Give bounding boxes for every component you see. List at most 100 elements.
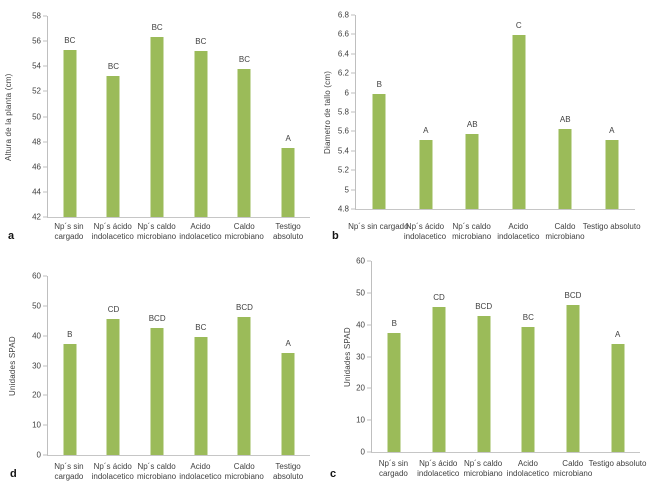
y-axis-title: Altura de la planta (cm) (4, 73, 13, 161)
y-tick-label: 6.4 (337, 49, 349, 59)
x-category-label: Np´s ácido indolacetico (403, 222, 447, 241)
bar (477, 316, 491, 452)
significance-letter: BC (151, 23, 163, 33)
bar (512, 35, 526, 209)
significance-letter: BC (238, 54, 251, 64)
bar (194, 51, 208, 217)
y-tick-mark (43, 454, 47, 456)
y-tick-mark (367, 260, 371, 262)
panel-letter: a (8, 230, 15, 242)
plot-area: 6.8 6.6 6.4 6.2 6 5.8 5.6 5.4 5.2 5 4.8 B A AB C AB A (338, 11, 636, 214)
y-tick-mark (367, 324, 371, 326)
bar (194, 337, 208, 455)
significance-letter: A (285, 133, 291, 143)
bar (465, 134, 479, 209)
x-category-label: Np´s ácido indolacetico (91, 222, 134, 241)
y-tick-mark (351, 189, 355, 191)
y-tick-mark (43, 305, 47, 307)
bar (566, 304, 580, 452)
y-tick-label: 56 (32, 36, 41, 46)
y-tick-label: 6.6 (337, 29, 349, 39)
significance-letter: BCD (475, 302, 493, 312)
significance-letter: CD (107, 304, 120, 314)
chart-panel-d: Unidades SPAD 60 50 40 30 20 10 0 B CD BCD BC BCD A … (0, 247, 325, 494)
significance-letter: BC (195, 323, 207, 333)
significance-letter: AB (466, 120, 478, 130)
y-tick-mark (43, 65, 47, 67)
y-tick-label: 20 (32, 390, 41, 400)
bar-slot: CD (92, 276, 136, 455)
bar-slot: A (589, 15, 636, 209)
y-tick-label: 60 (356, 256, 365, 266)
significance-letter: B (391, 319, 397, 329)
x-category-label: Np´s sin cargado (54, 222, 84, 241)
x-category-label: Np´s sin cargado (348, 222, 409, 231)
x-category-label: Acido indolacetico (506, 459, 550, 478)
x-axis-category-labels: Np´s sin cargado Np´s ácido indolacetico N… (371, 456, 647, 480)
y-tick-mark (351, 150, 355, 152)
y-tick-mark (367, 419, 371, 421)
significance-letter: AB (559, 115, 571, 125)
x-category-label: Acido indolacetico (179, 462, 222, 481)
plot-area: 60 50 40 30 20 10 0 B CD BCD BC BCD A (356, 257, 640, 457)
y-tick-label: 0 (360, 447, 365, 457)
y-tick-label: 5 (344, 185, 349, 195)
y-tick-label: 48 (32, 137, 41, 147)
x-category-label: Testigo absoluto (582, 222, 641, 231)
x-category-label: Np´s caldo microbiano (137, 462, 177, 481)
y-tick-label: 4.8 (337, 204, 349, 214)
significance-letter: A (423, 126, 429, 136)
bar-slot: BC (179, 276, 223, 455)
chart-panel-c: Unidades SPAD 60 50 40 30 20 10 0 B CD BCD BC BCD A … (325, 247, 650, 494)
y-tick-label: 5.2 (337, 165, 349, 175)
panel-letter: c (330, 468, 337, 480)
y-tick-mark (367, 292, 371, 294)
bar-slot: BC (48, 16, 92, 217)
bar-slot: BCD (223, 276, 267, 455)
bar-slot: BCD (551, 261, 596, 452)
y-tick-mark (43, 275, 47, 277)
y-tick-label: 46 (32, 162, 41, 172)
y-tick-mark (43, 90, 47, 92)
y-tick-label: 30 (356, 352, 365, 361)
x-category-label: Np´s caldo microbiano (452, 222, 492, 241)
x-category-label: Np´s caldo microbiano (137, 222, 177, 241)
y-tick-label: 5.8 (337, 107, 349, 117)
significance-letter: CD (433, 292, 445, 302)
x-category-label: Testigo absoluto (588, 459, 647, 468)
x-category-label: Caldo microbiano (553, 459, 593, 478)
bar-slot: CD (417, 261, 462, 452)
bar-slot: BC (179, 16, 223, 217)
x-category-label: Acido indolacetico (179, 222, 222, 241)
x-category-label: Testigo absoluto (272, 462, 304, 481)
bar (611, 343, 625, 452)
significance-letter: BCD (564, 290, 582, 300)
y-tick-mark (43, 365, 47, 366)
y-tick-label: 50 (32, 301, 41, 311)
y-tick-label: 10 (356, 415, 365, 425)
bar (237, 68, 251, 217)
bar-slot: BC (92, 16, 136, 217)
bar (281, 147, 295, 217)
x-axis-category-labels: Np´s sin cargado Np´s ácido indolacetico N… (47, 459, 310, 483)
y-tick-label: 40 (356, 320, 365, 330)
y-tick-mark (43, 166, 47, 168)
chart-panel-a: Altura de la planta (cm) 58 56 54 52 50 48 46 4… (0, 0, 325, 247)
x-axis-category-labels: Np´s sin cargado Np´s ácido indolacetico N… (348, 219, 640, 243)
significance-letter: A (609, 126, 615, 136)
y-axis-title: Unidades SPAD (8, 336, 17, 396)
bar (150, 37, 164, 217)
bar-slot: BC (223, 16, 267, 217)
bar (605, 140, 619, 209)
y-axis-title: Unidades SPAD (343, 327, 352, 387)
bar (432, 306, 446, 452)
y-tick-mark (43, 141, 47, 143)
bar-slot: AB (542, 15, 589, 209)
significance-letter: BC (195, 37, 207, 47)
x-category-label: Np´s sin cargado (54, 462, 84, 481)
significance-letter: A (285, 338, 291, 348)
bar (521, 326, 535, 452)
bar-slot: B (372, 261, 417, 452)
y-tick-mark (351, 208, 355, 210)
